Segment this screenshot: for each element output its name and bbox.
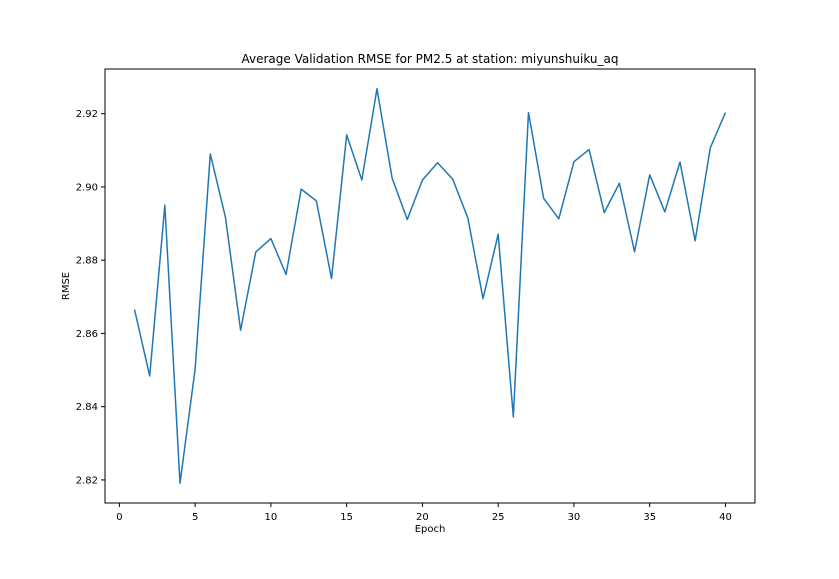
plot-frame — [104, 68, 756, 504]
x-tick-label: 5 — [192, 512, 198, 523]
x-tick-label: 30 — [568, 512, 581, 523]
data-point — [663, 210, 666, 213]
y-tick-label: 2.86 — [76, 329, 98, 340]
y-tick-label: 2.90 — [76, 182, 98, 193]
data-point — [391, 177, 394, 180]
data-point — [694, 239, 697, 242]
data-point — [194, 367, 197, 370]
data-point — [163, 204, 166, 207]
data-point — [239, 329, 242, 332]
data-point — [375, 87, 378, 90]
data-point — [497, 233, 500, 236]
y-axis-label: RMSE — [61, 272, 72, 300]
data-point — [709, 146, 712, 149]
data-point — [572, 160, 575, 163]
x-tick-label: 10 — [265, 512, 278, 523]
x-axis-label: Epoch — [415, 524, 446, 535]
data-point — [315, 199, 318, 202]
x-axis: 0 5 10 15 20 25 30 35 40 — [116, 503, 732, 523]
x-tick-label: 35 — [643, 512, 656, 523]
data-point — [360, 178, 363, 181]
y-tick-label: 2.92 — [76, 109, 98, 120]
data-point — [542, 197, 545, 200]
data-point — [209, 152, 212, 155]
data-point — [133, 308, 136, 311]
x-tick-label: 40 — [719, 512, 732, 523]
data-point — [300, 188, 303, 191]
chart-title: Average Validation RMSE for PM2.5 at sta… — [242, 52, 619, 66]
data-point — [527, 111, 530, 114]
y-tick-label: 2.88 — [76, 256, 98, 267]
data-point — [330, 277, 333, 280]
x-tick-label: 20 — [416, 512, 429, 523]
data-point — [466, 217, 469, 220]
data-point — [254, 251, 257, 254]
data-point — [269, 237, 272, 240]
y-tick-label: 2.84 — [76, 402, 98, 413]
data-point — [179, 482, 182, 485]
data-point — [148, 374, 151, 377]
y-axis: 2.82 2.84 2.86 2.88 2.90 2.92 — [76, 109, 105, 486]
data-point — [618, 182, 621, 185]
data-point — [679, 161, 682, 164]
data-point — [482, 297, 485, 300]
data-point — [421, 178, 424, 181]
data-point — [648, 173, 651, 176]
data-point — [588, 148, 591, 151]
data-point — [436, 161, 439, 164]
data-point — [224, 216, 227, 219]
data-point — [633, 250, 636, 253]
series-points — [133, 87, 727, 484]
data-point — [603, 211, 606, 214]
data-point — [512, 415, 515, 418]
y-tick-label: 2.82 — [76, 475, 98, 486]
data-point — [345, 133, 348, 136]
x-tick-label: 0 — [116, 512, 122, 523]
x-tick-label: 25 — [492, 512, 505, 523]
data-point — [724, 111, 727, 114]
x-tick-label: 15 — [340, 512, 353, 523]
data-point — [285, 273, 288, 276]
data-point — [406, 218, 409, 221]
data-point — [451, 178, 454, 181]
data-point — [557, 217, 560, 220]
rmse-series-line — [133, 88, 727, 484]
